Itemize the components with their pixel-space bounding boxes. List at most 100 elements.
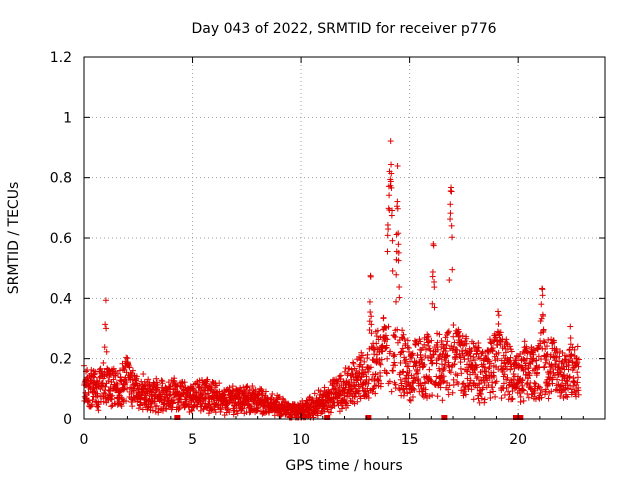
data-point xyxy=(530,351,537,358)
data-point xyxy=(243,383,250,390)
data-point xyxy=(492,334,499,341)
data-point xyxy=(434,346,441,353)
data-point xyxy=(392,362,399,369)
data-point xyxy=(321,384,328,391)
data-point xyxy=(536,344,543,351)
data-point xyxy=(475,353,482,360)
data-point xyxy=(400,348,407,355)
data-point xyxy=(490,388,497,395)
data-point xyxy=(460,352,467,359)
data-point xyxy=(101,344,108,351)
data-point xyxy=(368,330,375,337)
data-point xyxy=(531,366,538,373)
data-point xyxy=(520,397,527,404)
data-point xyxy=(542,386,549,393)
data-point xyxy=(517,393,524,400)
data-point xyxy=(395,230,402,237)
data-point xyxy=(276,393,283,400)
data-point xyxy=(206,393,213,400)
data-point xyxy=(395,249,402,256)
data-point xyxy=(407,397,414,404)
data-point xyxy=(566,357,573,364)
data-point xyxy=(85,389,92,396)
data-point xyxy=(481,399,488,406)
data-point xyxy=(502,349,509,356)
x-axis-label: GPS time / hours xyxy=(285,458,402,474)
data-point xyxy=(534,369,541,376)
data-point xyxy=(505,388,512,395)
data-point xyxy=(123,354,130,361)
data-point xyxy=(175,403,182,410)
data-point xyxy=(365,376,372,383)
data-point xyxy=(336,373,343,380)
data-point xyxy=(539,292,546,299)
data-point xyxy=(497,329,504,336)
data-point xyxy=(144,406,151,413)
data-point xyxy=(401,336,408,343)
data-point xyxy=(100,359,107,366)
data-point xyxy=(391,351,398,358)
data-point xyxy=(417,351,424,358)
data-point xyxy=(105,367,112,374)
data-point xyxy=(477,391,484,398)
data-point xyxy=(114,381,121,388)
data-point xyxy=(402,340,409,347)
data-point xyxy=(501,343,508,350)
x-tick-label: 20 xyxy=(509,432,527,448)
data-point xyxy=(474,373,481,380)
data-point xyxy=(575,391,582,398)
data-point xyxy=(567,334,574,341)
data-point xyxy=(463,340,470,347)
data-point xyxy=(508,348,515,355)
data-point xyxy=(396,294,403,301)
data-point xyxy=(422,380,429,387)
data-point xyxy=(404,344,411,351)
data-point xyxy=(411,386,418,393)
data-point xyxy=(306,393,313,400)
data-point xyxy=(387,138,394,145)
data-point xyxy=(384,355,391,362)
data-point xyxy=(378,356,385,363)
data-point xyxy=(543,343,550,350)
data-point xyxy=(95,407,102,414)
data-point xyxy=(342,384,349,391)
x-tick-label: 5 xyxy=(188,432,197,448)
data-point xyxy=(211,406,218,413)
data-point xyxy=(389,237,396,244)
data-point xyxy=(407,389,414,396)
data-point xyxy=(388,161,395,168)
data-point xyxy=(410,385,417,392)
data-point xyxy=(396,283,403,290)
data-point xyxy=(452,356,459,363)
data-point xyxy=(492,393,499,400)
data-point xyxy=(170,400,177,407)
data-point xyxy=(403,356,410,363)
data-point xyxy=(368,313,375,320)
zero-marker xyxy=(441,415,448,420)
data-point xyxy=(575,363,582,370)
data-point xyxy=(383,370,390,377)
data-point xyxy=(505,382,512,389)
data-point xyxy=(470,396,477,403)
data-point xyxy=(102,383,109,390)
data-point xyxy=(421,341,428,348)
data-point xyxy=(503,365,510,372)
y-tick-label: 0 xyxy=(63,412,72,428)
data-point xyxy=(404,337,411,344)
data-point xyxy=(545,395,552,402)
data-point xyxy=(568,352,575,359)
data-point xyxy=(447,369,454,376)
data-point xyxy=(281,398,288,405)
data-point xyxy=(565,362,572,369)
data-point xyxy=(97,386,104,393)
data-point xyxy=(448,222,455,229)
data-point xyxy=(394,205,401,212)
data-point xyxy=(210,396,217,403)
data-point xyxy=(464,368,471,375)
zero-marker xyxy=(365,415,372,420)
data-point xyxy=(377,361,384,368)
data-point xyxy=(349,359,356,366)
data-point xyxy=(533,357,540,364)
data-point xyxy=(386,192,393,199)
data-point xyxy=(489,345,496,352)
